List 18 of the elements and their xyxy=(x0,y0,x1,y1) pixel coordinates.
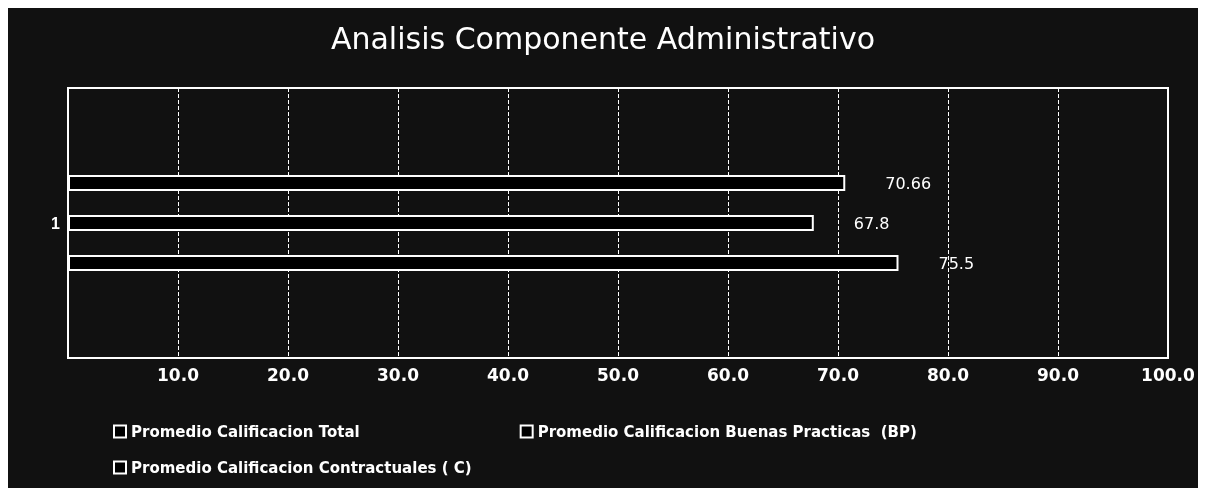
data-label: 70.66 xyxy=(885,173,932,193)
chart-title: Analisis Componente Administrativo xyxy=(330,20,876,56)
x-tick-label: 50.0 xyxy=(597,364,640,385)
y-tick-label: 1 xyxy=(51,214,61,232)
legend-label: Promedio Calificacion Total xyxy=(131,422,360,441)
x-tick-label: 10.0 xyxy=(157,364,200,385)
legend-label: Promedio Calificacion Buenas Practicas (BP) xyxy=(537,422,917,441)
x-tick-label: 100.0 xyxy=(1141,364,1196,385)
x-tick-label: 40.0 xyxy=(487,364,530,385)
data-label: 67.8 xyxy=(853,213,890,233)
x-tick-label: 20.0 xyxy=(267,364,310,385)
x-tick-label: 60.0 xyxy=(707,364,750,385)
x-tick-label: 30.0 xyxy=(377,364,420,385)
x-tick-label: 70.0 xyxy=(817,364,860,385)
x-tick-label: 90.0 xyxy=(1037,364,1080,385)
x-tick-label: 80.0 xyxy=(927,364,970,385)
data-label: 75.5 xyxy=(938,253,975,273)
legend-label: Promedio Calificacion Contractuales ( C) xyxy=(131,458,472,477)
